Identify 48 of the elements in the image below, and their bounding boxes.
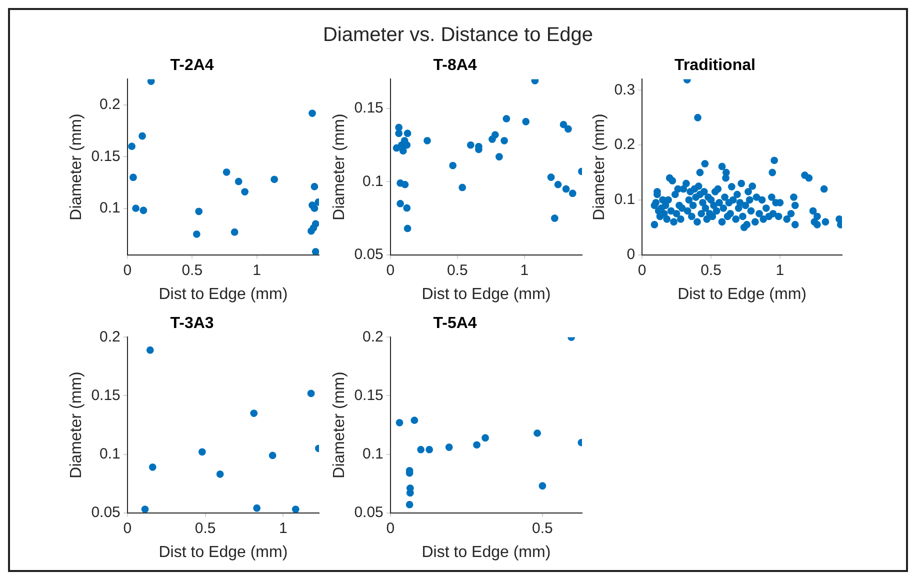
x-tick-label: 1 [279,520,288,537]
y-tick-label: 0.05 [354,246,384,263]
x-tick-label: 1 [520,262,529,279]
y-axis-title: Diameter (mm) [331,372,348,478]
x-tick-label: 1 [776,262,784,279]
y-tick-label: 0.15 [354,100,384,117]
y-axis-title: Diameter (mm) [591,114,608,220]
x-axis-title: Dist to Edge (mm) [158,286,288,303]
y-tick-label: 0.1 [362,172,384,190]
y-tick-label: 0.15 [354,386,384,404]
chart-title: T-3A3 [170,315,214,332]
x-tick-label: 0 [386,520,395,537]
x-axis-title: Dist to Edge (mm) [422,286,551,303]
y-tick-label: 0.2 [100,328,120,346]
y-tick-label: 0.1 [100,199,120,216]
text: Diameter vs. Distance to Edge [322,24,594,47]
y-tick-label: 0.15 [91,148,120,165]
chart-title: Traditional [674,57,756,74]
x-tick-label: 0.5 [182,262,203,279]
x-tick-label: 0 [123,520,132,537]
x-axis-title: Dist to Edge (mm) [678,286,806,303]
chart-title: T-2A4 [170,57,214,74]
x-tick-label: 0.5 [532,520,553,537]
x-tick-label: 0.5 [446,262,468,279]
x-tick-label: 0.5 [194,520,216,537]
x-tick-label: 0 [123,262,132,279]
y-tick-label: 0.05 [91,504,120,521]
x-tick-label: 1 [252,262,262,279]
y-tick-label: 0.3 [614,81,636,98]
chart-title: T-8A4 [433,57,477,74]
x-tick-label: 0 [638,262,646,279]
y-axis-title: Diameter (mm) [68,114,86,220]
x-tick-label: 0.5 [700,262,722,279]
y-axis-title: Diameter (mm) [68,372,86,478]
y-axis-title: Diameter (mm) [331,114,348,220]
y-tick-label: 0.15 [91,386,120,404]
y-tick-label: 0.05 [354,504,384,521]
x-tick-label: 0 [386,262,395,279]
y-tick-label: 0.1 [362,445,384,462]
chart-title: T-5A4 [433,315,477,332]
y-tick-label: 0.1 [614,191,636,208]
x-axis-title: Dist to Edge (mm) [158,544,288,561]
y-tick-label: 0 [626,246,636,263]
y-tick-label: 0.2 [100,96,120,114]
y-tick-label: 0.1 [100,445,120,462]
y-tick-label: 0.2 [362,328,384,346]
y-tick-label: 0.2 [614,136,636,154]
x-axis-title: Dist to Edge (mm) [422,544,551,561]
